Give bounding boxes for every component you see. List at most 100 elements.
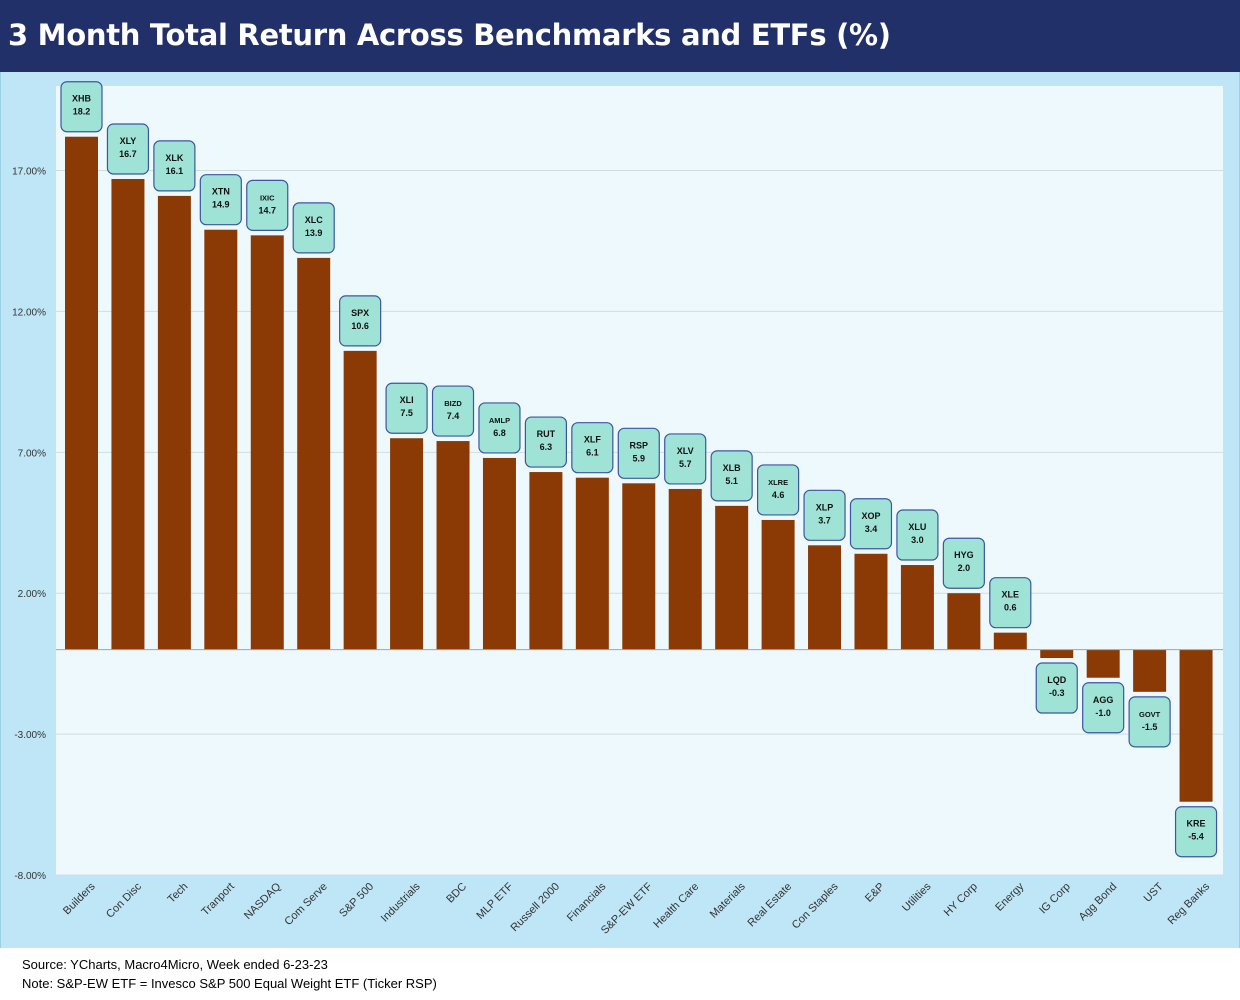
bar-xly — [111, 178, 145, 650]
bar-xlf — [575, 477, 609, 650]
value-label: 13.9 — [305, 228, 323, 238]
x-category-label: Materials — [708, 880, 748, 920]
bar-chart: 17.00% 12.00% 7.00% 2.00% -3.00% -8.00% XHB 18.… — [12, 81, 1223, 937]
x-category-label: NASDAQ — [242, 880, 284, 922]
x-category-label: Industrials — [379, 880, 423, 924]
y-tick-label: 12.00% — [12, 307, 46, 318]
value-label: 18.2 — [73, 107, 91, 117]
bar-xle — [993, 632, 1027, 650]
ticker-label: KRE — [1187, 819, 1206, 829]
x-category-label: UST — [1142, 880, 1166, 904]
value-label-box — [1128, 696, 1171, 748]
value-label-box — [292, 202, 335, 254]
x-category-label: HY Corp — [942, 881, 980, 919]
x-category-label: IG Corp — [1037, 881, 1073, 917]
bar-xlb — [715, 505, 749, 650]
bar-xop — [854, 553, 888, 650]
value-label-box — [1174, 806, 1218, 858]
value-label: -5.4 — [1188, 832, 1204, 842]
x-category-label: Health Care — [651, 881, 701, 931]
value-label: 5.1 — [725, 476, 738, 486]
x-category-label: Financials — [565, 880, 609, 924]
x-category-label: BDC — [444, 881, 469, 906]
value-label: 3.4 — [865, 524, 878, 534]
ticker-label: XOP — [861, 511, 880, 521]
value-label-box — [106, 123, 150, 175]
value-label-box — [803, 489, 846, 541]
x-category-label: Utilities — [900, 880, 934, 914]
bar-agg — [1086, 649, 1120, 678]
x-category-label: Energy — [993, 880, 1026, 913]
title-bar: 3 Month Total Return Across Benchmarks a… — [0, 0, 1240, 72]
bar-lqd — [1040, 649, 1074, 659]
value-label: 3.0 — [911, 535, 924, 545]
ticker-label: XLU — [908, 522, 926, 532]
value-label: 4.6 — [772, 490, 785, 500]
value-label: -1.5 — [1142, 722, 1158, 732]
value-label-box — [617, 427, 660, 479]
value-label: -1.0 — [1095, 708, 1111, 718]
x-category-label: Agg Bond — [1077, 881, 1120, 924]
bar-xlre — [761, 519, 795, 650]
y-tick-label: -3.00% — [14, 730, 46, 741]
ticker-label: XTN — [212, 187, 230, 197]
x-category-label: Real Estate — [746, 881, 795, 930]
ticker-label: AGG — [1093, 695, 1114, 705]
y-tick-label: 2.00% — [18, 589, 46, 600]
value-label: 7.5 — [400, 408, 413, 418]
value-label-box — [478, 402, 521, 454]
value-label-box — [1082, 682, 1125, 734]
bar-xlv — [668, 488, 702, 650]
value-label: 5.7 — [679, 459, 692, 469]
ticker-label: XHB — [72, 94, 92, 104]
ticker-label: GOVT — [1139, 710, 1161, 719]
value-label-box — [1035, 662, 1078, 714]
ticker-label: LQD — [1047, 675, 1066, 685]
bar-rut — [529, 472, 563, 650]
value-label-box — [710, 450, 753, 502]
ticker-label: XLE — [1002, 590, 1020, 600]
value-label: -0.3 — [1049, 688, 1065, 698]
y-tick-label: 7.00% — [18, 448, 46, 459]
value-label-box — [385, 382, 428, 434]
bar-xlu — [900, 565, 934, 650]
x-category-label: Tranport — [199, 881, 237, 919]
detail-note: Note: S&P-EW ETF = Invesco S&P 500 Equal… — [22, 976, 437, 991]
value-label: 14.7 — [258, 205, 276, 215]
ticker-label: XLK — [165, 153, 184, 163]
chart-title: 3 Month Total Return Across Benchmarks a… — [8, 18, 891, 52]
x-category-label: Tech — [166, 881, 191, 906]
ticker-label: XLV — [677, 446, 694, 456]
value-label: 16.1 — [166, 166, 184, 176]
bar-xlc — [297, 257, 331, 650]
ticker-label: XLRE — [768, 478, 788, 487]
value-label: 14.9 — [212, 200, 230, 210]
ticker-label: XLI — [400, 395, 414, 405]
ticker-label: HYG — [954, 550, 974, 560]
ticker-label: RUT — [537, 429, 556, 439]
x-category-label: S&P 500 — [337, 881, 376, 920]
x-category-label: Builders — [61, 880, 98, 917]
bar-xhb — [65, 136, 98, 650]
bar-bizd — [436, 441, 470, 650]
source-note: Source: YCharts, Macro4Micro, Week ended… — [22, 957, 328, 972]
bar-hyg — [947, 593, 981, 650]
x-category-label: Con Disc — [104, 880, 144, 920]
value-label: 7.4 — [447, 411, 460, 421]
bar-xlp — [808, 545, 842, 650]
x-category-label: Con Staples — [790, 880, 841, 931]
bar-kre — [1179, 649, 1213, 802]
value-label: 16.7 — [119, 149, 137, 159]
value-label-box — [339, 295, 382, 347]
ticker-label: IXIC — [260, 193, 275, 202]
bar-amlp — [482, 457, 516, 650]
ticker-label: XLP — [816, 502, 834, 512]
value-label-box — [571, 422, 614, 474]
bar-govt — [1133, 649, 1167, 692]
value-label-box — [199, 174, 242, 226]
value-label: 3.7 — [818, 515, 831, 525]
value-label-box — [989, 577, 1032, 629]
value-label-box — [942, 537, 985, 589]
value-label: 6.1 — [586, 448, 599, 458]
